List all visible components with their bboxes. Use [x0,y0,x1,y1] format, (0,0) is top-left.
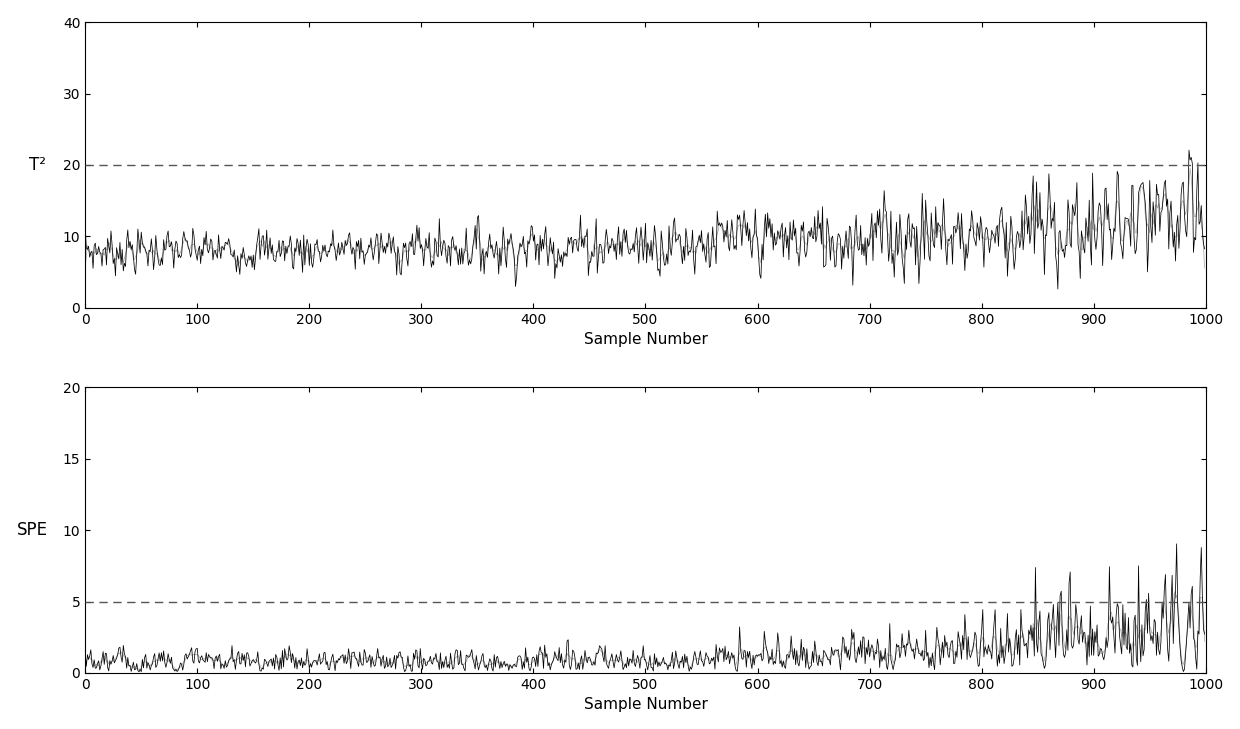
X-axis label: Sample Number: Sample Number [584,698,708,712]
Y-axis label: T²: T² [30,156,46,174]
Y-axis label: SPE: SPE [16,521,47,539]
X-axis label: Sample Number: Sample Number [584,332,708,347]
